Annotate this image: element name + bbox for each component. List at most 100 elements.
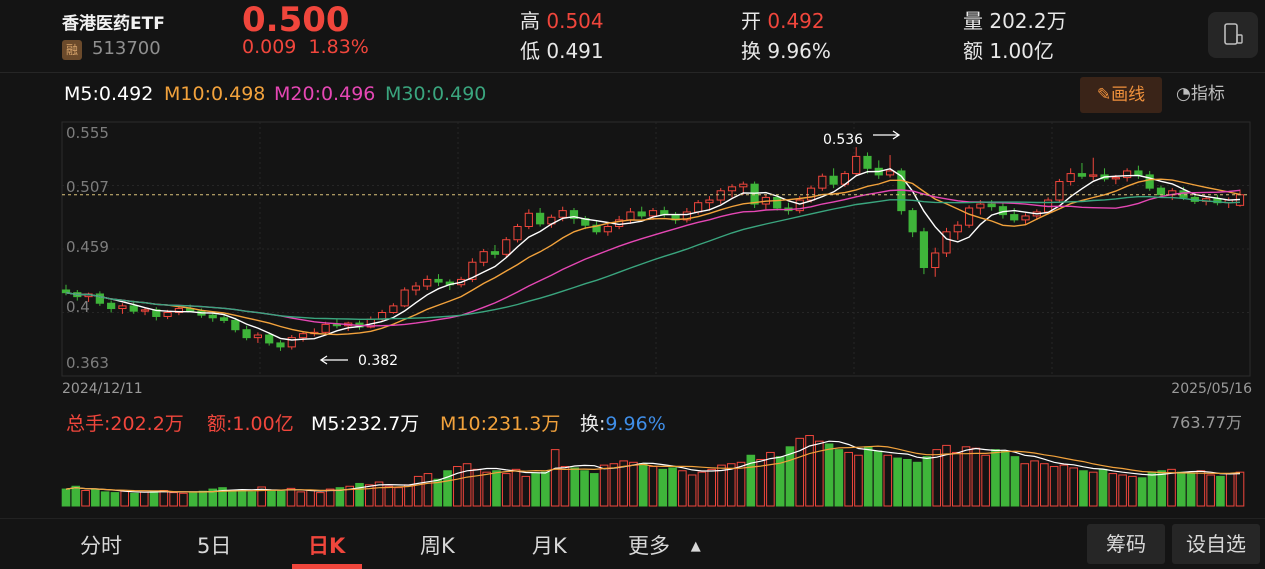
volume-turnover: 换:9.96% — [580, 409, 666, 436]
candle — [829, 168, 838, 189]
landscape-button[interactable] — [1208, 12, 1258, 58]
volume-bar — [267, 489, 276, 507]
candle-body — [524, 212, 533, 228]
candle — [140, 307, 150, 316]
volume-bar — [364, 484, 374, 507]
volume-bar — [394, 487, 403, 507]
volume-bar — [492, 470, 501, 507]
volume-bar — [854, 454, 863, 507]
volume-bar — [433, 478, 443, 507]
change-percent: 1.83% — [308, 36, 369, 58]
candle — [1145, 170, 1154, 191]
volume-bar — [1030, 460, 1039, 507]
tab-weekly-k[interactable]: 周K — [420, 534, 455, 558]
candle — [998, 202, 1008, 219]
active-tab-indicator — [292, 564, 362, 569]
candle — [389, 303, 398, 314]
volume-ma10-line — [65, 445, 1241, 493]
tab-daily-k[interactable]: 日K — [308, 534, 346, 558]
fund-name: 香港医药ETF — [62, 14, 165, 34]
volume-bar — [1098, 468, 1108, 507]
volume-value: 202.2万 — [989, 9, 1067, 33]
max-value-label: 0.536 — [823, 132, 863, 148]
rotate-phone-icon — [1224, 23, 1243, 45]
candle — [931, 247, 940, 277]
y-tick-label: 0.507 — [66, 178, 109, 196]
candle-body — [107, 302, 116, 310]
candle — [265, 332, 274, 346]
volume-bar — [482, 471, 491, 507]
max-arrow-head — [892, 130, 901, 140]
volume-bar — [805, 435, 814, 507]
volume-bar — [91, 489, 100, 507]
end-date-label: 2025/05/16 — [1171, 381, 1252, 397]
candle — [1066, 168, 1075, 186]
tab-more[interactable]: 更多 ▲ — [628, 530, 701, 560]
volume-bar — [443, 470, 452, 507]
volume-bar — [903, 458, 912, 507]
candle-body — [795, 199, 804, 212]
total-volume-label: 总手:202.2万 — [66, 413, 184, 435]
volume-chart[interactable] — [0, 430, 1265, 510]
candle-body — [964, 207, 974, 226]
volume-bar — [257, 486, 266, 507]
open-value: 0.492 — [767, 9, 825, 33]
candle — [1100, 168, 1109, 182]
volume-bar — [1088, 471, 1098, 507]
volume-bar — [785, 446, 795, 507]
volume-bar — [384, 485, 394, 507]
volume-bar — [139, 491, 149, 507]
volume-max-label: 763.77万 — [1170, 413, 1242, 432]
candle-body — [411, 285, 421, 291]
candle — [513, 223, 522, 243]
candle — [107, 300, 116, 313]
volume-bar — [687, 474, 697, 507]
tab-intraday[interactable]: 分时 — [80, 534, 122, 558]
volume-bar — [501, 473, 511, 507]
candle — [885, 155, 895, 178]
candle-body — [513, 226, 522, 241]
candle — [423, 275, 432, 291]
tab-monthly-k[interactable]: 月K — [532, 534, 567, 558]
tab-5day[interactable]: 5日 — [197, 534, 232, 558]
candle — [118, 303, 127, 314]
volume-bar — [296, 491, 306, 507]
volume-turnover-value: 9.96% — [605, 413, 666, 435]
volume-m10-label: M10:231.3万 — [440, 413, 561, 435]
volume-bar — [130, 492, 139, 507]
candle — [1021, 213, 1030, 224]
amount-stat: 额 1.00亿 — [963, 35, 1054, 64]
volume-bar — [1177, 471, 1186, 507]
candle — [1134, 165, 1143, 179]
candle — [592, 221, 601, 235]
volume-bar — [932, 449, 942, 507]
volume-bar — [815, 440, 824, 507]
candle-body — [1179, 190, 1188, 198]
chips-button[interactable]: 筹码 — [1087, 524, 1165, 564]
volume-bar — [961, 446, 971, 507]
candle — [321, 321, 330, 335]
volume-bar — [237, 489, 247, 507]
candle — [1123, 168, 1132, 182]
volume-bar — [824, 443, 834, 507]
candle-body — [423, 278, 432, 287]
volume-bar — [1235, 471, 1245, 507]
volume-bar — [179, 492, 188, 507]
candle — [253, 332, 263, 343]
ma30-label: M30:0.490 — [385, 83, 487, 105]
candlestick-chart[interactable]: 0.555 0.507 0.459 0.4 0.363 0.536 0.382 2024… — [0, 118, 1265, 400]
volume-bar — [355, 482, 364, 507]
candle-body — [468, 261, 477, 280]
candle — [242, 325, 251, 341]
candle — [852, 147, 861, 177]
volume-bar — [413, 475, 423, 507]
indicator-button[interactable]: ◔指标 — [1176, 79, 1225, 104]
candle-body — [163, 312, 172, 317]
volume-bar — [795, 437, 805, 507]
add-watchlist-button[interactable]: 设自选 — [1172, 524, 1260, 564]
draw-line-button[interactable]: ✎画线 — [1080, 77, 1162, 113]
volume-bar — [658, 468, 668, 507]
volume-bar — [100, 491, 110, 507]
volume-bar — [570, 467, 580, 507]
volume-stat: 量 202.2万 — [963, 5, 1067, 34]
